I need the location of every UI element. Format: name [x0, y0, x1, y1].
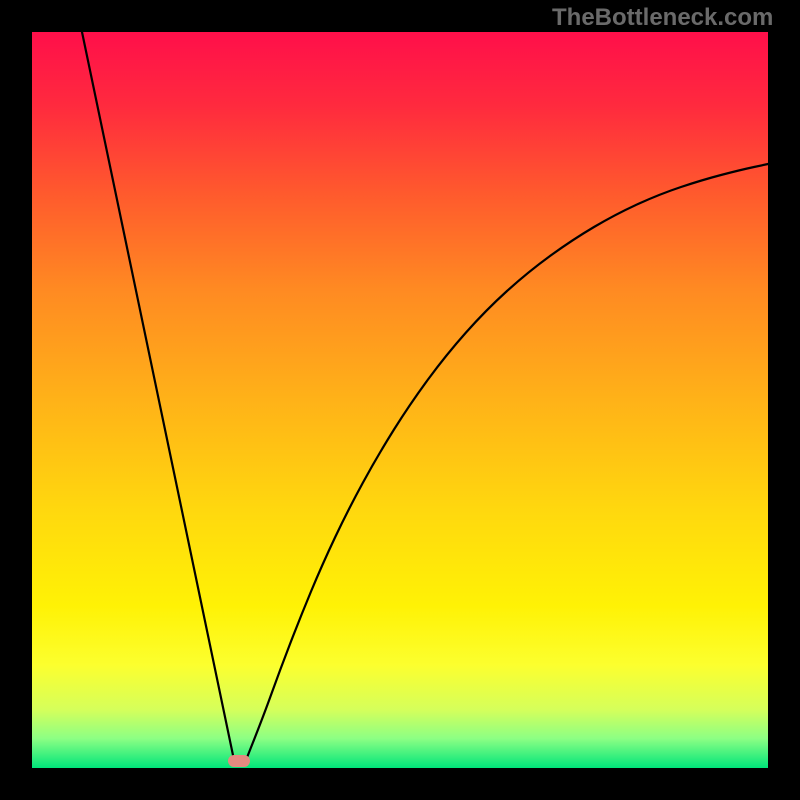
- bottleneck-curve: [32, 32, 768, 768]
- optimal-point-marker: [228, 755, 250, 767]
- watermark-text: TheBottleneck.com: [552, 4, 773, 32]
- plot-area: [32, 32, 768, 768]
- chart-container: TheBottleneck.com: [0, 0, 800, 800]
